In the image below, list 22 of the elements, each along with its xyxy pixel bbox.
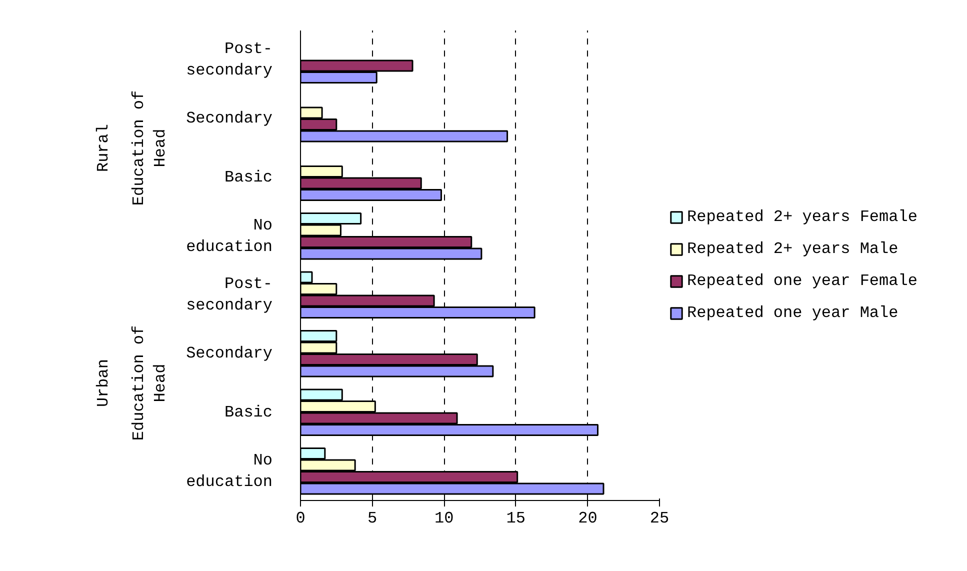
legend-label: Repeated one year Female <box>687 272 918 290</box>
text: Urban <box>94 358 112 408</box>
y-tick-label: No education <box>186 451 273 491</box>
legend-label: Repeated 2+ years Male <box>687 240 898 258</box>
x-tick-label: 20 <box>578 510 598 528</box>
y-tick-label: Post-secondary <box>186 275 273 315</box>
text: Education of Head <box>130 90 170 206</box>
x-tick-label: 15 <box>506 510 526 528</box>
y-tick-label: Secondary <box>186 344 273 363</box>
x-tick-label: 25 <box>650 510 670 528</box>
y-tick-label: Secondary <box>186 110 273 128</box>
x-tick-label: 0 <box>296 510 306 528</box>
y-tick-label: Post-secondary <box>186 40 273 80</box>
legend-label: Repeated one year Male <box>687 304 898 322</box>
text: Education of Head <box>130 325 170 441</box>
y-tick-label: No education <box>186 216 273 256</box>
y-tick-label: Basic <box>224 403 273 422</box>
x-tick-label: 10 <box>434 510 454 528</box>
legend-label: Repeated 2+ years Female <box>687 208 918 226</box>
x-tick-label: 5 <box>368 510 378 528</box>
text: Rural <box>94 124 112 172</box>
y-tick-label: Basic <box>224 168 273 186</box>
